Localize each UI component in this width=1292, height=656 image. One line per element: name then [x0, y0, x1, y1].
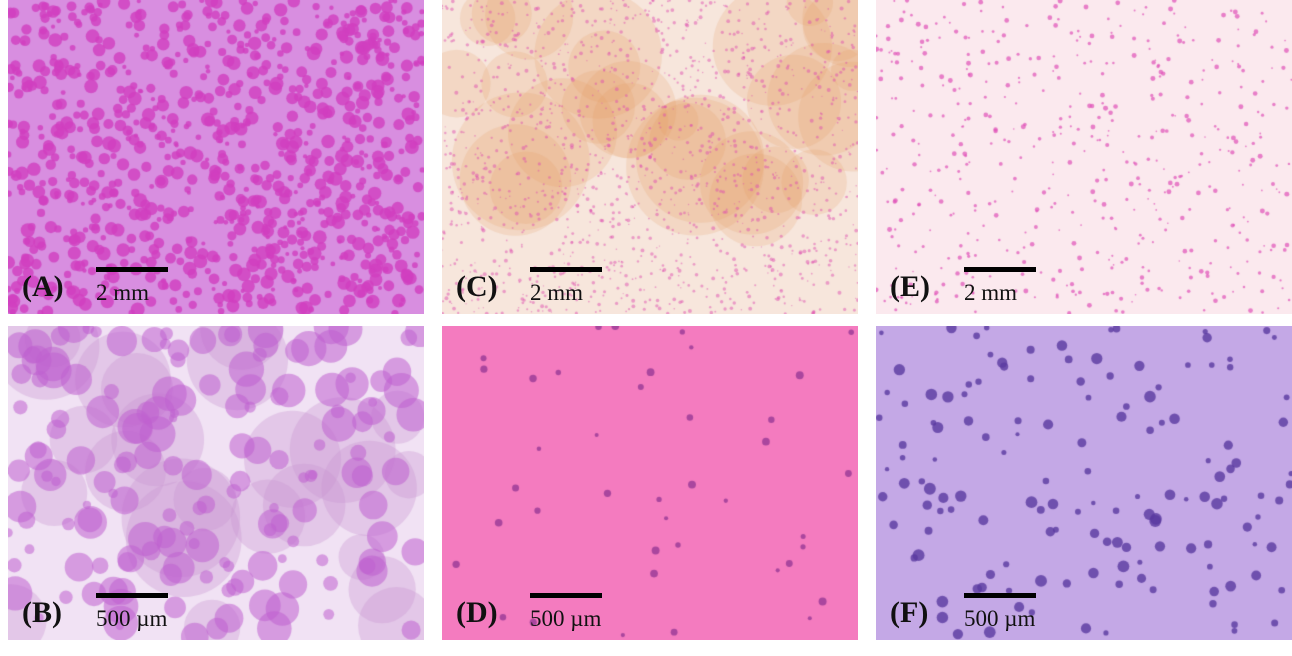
- panel-label: (D): [456, 596, 498, 629]
- scale-label: 500 µm: [964, 606, 1036, 631]
- scale-bar: [96, 593, 168, 598]
- scale-bar: [530, 267, 602, 272]
- scale-label: 500 µm: [96, 606, 168, 631]
- scale-bar: [964, 267, 1036, 272]
- panel-b: 500 µm (B): [8, 326, 424, 640]
- micrograph-b: [8, 326, 424, 640]
- panel-d: 500 µm (D): [442, 326, 858, 640]
- panel-label: (B): [22, 596, 62, 629]
- panel-label: (C): [456, 270, 498, 303]
- scale-label: 2 mm: [964, 280, 1018, 305]
- micrograph-f: [876, 326, 1292, 640]
- scale-label: 2 mm: [96, 280, 150, 305]
- panel-label: (F): [890, 596, 929, 629]
- panel-label: (A): [22, 270, 64, 303]
- scale-label: 2 mm: [530, 280, 584, 305]
- micrograph-d: [442, 326, 858, 640]
- scale-bar: [530, 593, 602, 598]
- scale-label: 500 µm: [530, 606, 602, 631]
- micrograph-c: [442, 0, 858, 314]
- scale-bar: [964, 593, 1036, 598]
- panel-f: 500 µm (F): [876, 326, 1292, 640]
- micrograph-a: [8, 0, 424, 314]
- scale-bar: [96, 267, 168, 272]
- panel-a: 2 mm (A): [8, 0, 424, 314]
- micrograph-e: [876, 0, 1292, 314]
- panel-c: 2 mm (C): [442, 0, 858, 314]
- panel-label: (E): [890, 270, 930, 303]
- panel-e: 2 mm (E): [876, 0, 1292, 314]
